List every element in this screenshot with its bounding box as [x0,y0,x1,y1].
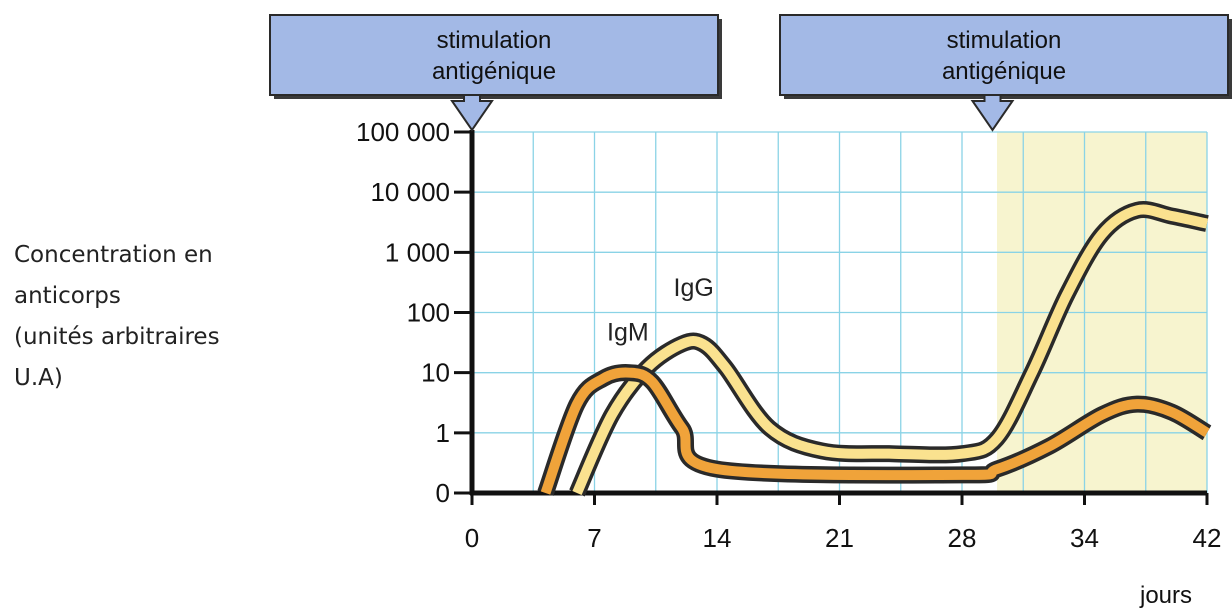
y-axis-label-line: (unités arbitraires [14,324,220,350]
y-tick-label: 1 000 [385,237,450,267]
x-tick-label: 42 [1193,523,1222,553]
y-tick-label: 1 [436,418,450,448]
y-tick-label: 100 000 [356,117,450,147]
y-tick-label: 10 [421,358,450,388]
series-line [572,204,1209,496]
stimulation-boxes: stimulation antigénique stimulation antigén… [269,14,1232,132]
stimulation-arrow [970,94,1015,132]
stimulation-box-body [779,14,1229,96]
y-axis-label: Concentration en anticorps (unités arbitra… [14,242,220,391]
x-axis-unit: jours [1139,582,1192,609]
stimulation-text-line2: antigénique [432,58,556,85]
series-labels: IgM IgG [607,274,714,347]
series-label-igg: IgG [674,274,714,302]
y-axis-label-line: U.A) [14,365,63,391]
x-tick-label: 21 [825,523,854,553]
x-tick-label: 28 [948,523,977,553]
series-igg [569,201,1209,497]
x-tick-label: 0 [465,523,479,553]
series-igm [537,364,1212,496]
y-tick-label: 0 [436,478,450,508]
series-label-igm: IgM [607,319,649,347]
y-axis-label-line: anticorps [14,283,121,309]
stimulation-text-line1: stimulation [947,27,1062,54]
stimulation-box: stimulation antigénique [269,14,722,132]
series-group [537,201,1212,497]
y-axis-label-line: Concentration en [14,242,213,268]
y-ticks: 0 1 10 100 1 000 10 000 100 000 [356,117,472,508]
stimulation-text-line2: antigénique [942,58,1066,85]
stimulation-arrow [450,94,494,132]
x-tick-label: 7 [587,523,601,553]
y-tick-label: 10 000 [370,177,450,207]
x-ticks: 0 7 14 21 28 34 42 [465,493,1222,553]
series-line [540,367,1210,495]
y-tick-label: 100 [407,298,450,328]
stimulation-box: stimulation antigénique [779,14,1232,132]
stimulation-text-line1: stimulation [437,27,552,54]
x-tick-label: 34 [1070,523,1099,553]
x-tick-label: 14 [703,523,732,553]
stimulation-box-body [269,14,719,96]
